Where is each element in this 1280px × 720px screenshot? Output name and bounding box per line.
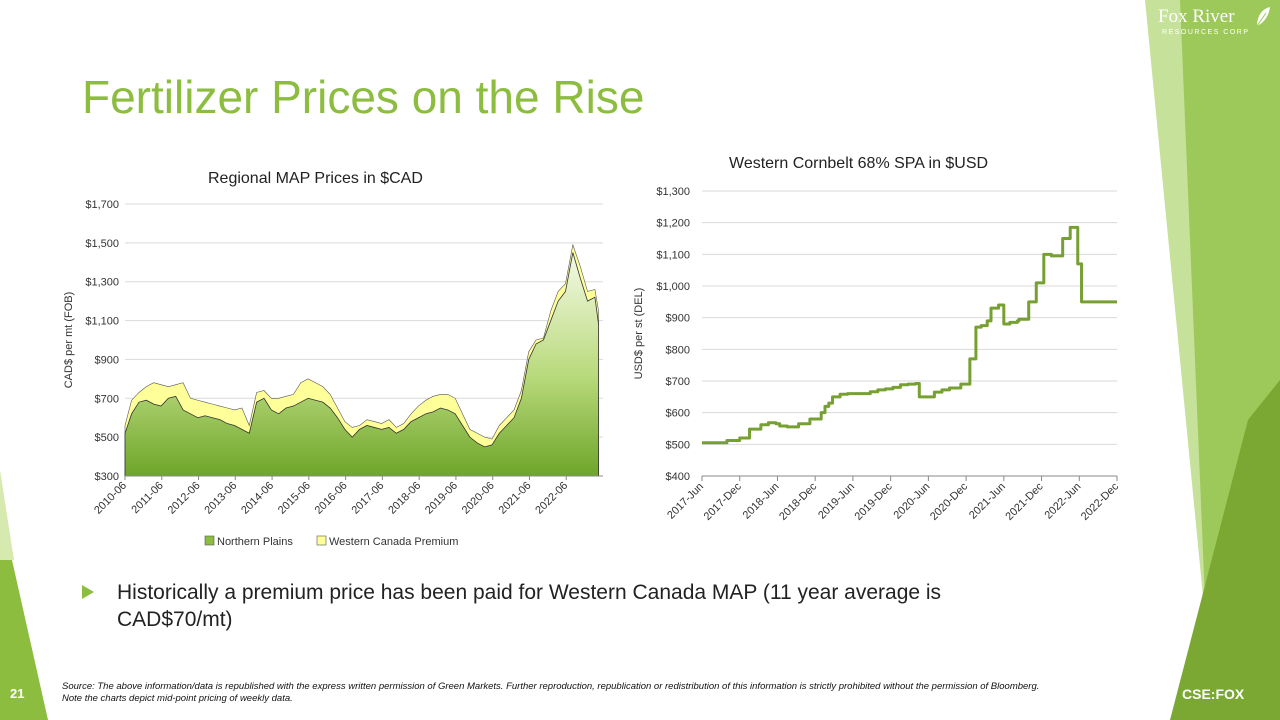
y-tick-label: $1,300 [85,277,119,289]
y-tick-label: $1,100 [656,249,690,261]
x-tick-label: 2011-06 [129,480,165,516]
x-tick-label: 2018-Dec [777,480,820,523]
y-tick-label: $1,500 [85,238,119,250]
x-tick-label: 2013-06 [202,480,239,517]
legend-swatch-western-canada [316,535,327,546]
y-tick-label: $700 [666,376,690,388]
y-tick-label: $1,000 [656,281,690,293]
chart2-title: Western Cornbelt 68% SPA in $USD [729,155,989,172]
x-tick-label: 2017-Dec [702,480,745,523]
bullet-arrow-icon [82,585,94,599]
x-tick-label: 2018-06 [386,480,423,517]
series-line-spa [702,225,1117,445]
x-tick-label: 2019-Jun [816,481,857,522]
x-tick-label: 2022-Jun [1042,481,1083,522]
x-tick-label: 2010-06 [92,480,129,517]
legend-label-northern-plains: Northern Plains [217,536,293,548]
y-tick-label: $600 [666,408,690,420]
bullet-text: Historically a premium price has been pa… [117,581,942,631]
x-tick-label: 2022-06 [533,480,570,517]
legend-swatch-northern-plains [204,535,215,546]
source-footnote: Source: The above information/data is re… [62,681,1040,704]
decor-panel-mid [1180,0,1280,720]
area-western-canada-premium [124,243,599,477]
y-tick-label: $700 [95,393,119,405]
x-tick-label: 2020-06 [460,480,497,517]
x-tick-label: 2018-Jun [741,481,782,522]
y-tick-label: $1,200 [656,218,690,230]
x-tick-label: 2019-06 [423,480,460,517]
decor-panel-dark [1170,380,1280,720]
x-tick-label: 2015-06 [276,480,313,517]
y-axis-title: USD$ per st (DEL) [633,288,645,380]
page-number: 21 [10,686,25,701]
leaf-icon [1256,7,1270,27]
company-logo: Fox River RESOURCES CORP [1150,4,1276,40]
ticker-symbol: CSE:FOX [1182,686,1245,702]
area-northern-plains [124,252,599,477]
x-tick-label: 2021-Jun [967,481,1008,522]
x-tick-label: 2017-06 [349,480,386,517]
regional-map-chart: $300 $500 $700 $900 $1,100 $1,300 $1,500 $1,700… [63,199,603,548]
chart1-title: Regional MAP Prices in $CAD [208,170,423,187]
y-axis-title: CAD$ per mt (FOB) [63,292,75,389]
y-tick-label: $1,700 [85,199,119,211]
y-tick-label: $900 [666,313,690,325]
cornbelt-spa-chart: $400 $500 $600 $700 $800 $900 $1,000 $1,100 $1,2… [633,186,1122,523]
decor-panel-light [1145,0,1280,720]
x-tick-label: 2020-Jun [892,481,933,522]
y-tick-label: $400 [666,471,690,483]
logo-subtitle: RESOURCES CORP [1162,29,1250,36]
y-tick-label: $1,100 [85,316,119,328]
logo-name: Fox River [1158,6,1235,27]
slide-title: Fertilizer Prices on the Rise [82,71,645,123]
x-tick-label: 2012-06 [166,480,203,517]
x-tick-label: 2021-06 [497,480,534,517]
x-tick-label: 2020-Dec [928,480,971,523]
x-tick-label: 2017-Jun [665,481,706,522]
y-tick-label: $500 [666,439,690,451]
x-tick-label: 2019-Dec [853,480,896,523]
x-tick-label: 2022-Dec [1079,480,1122,523]
decor-left-strip-light [0,470,14,560]
y-tick-label: $300 [95,471,119,483]
y-tick-label: $800 [666,344,690,356]
y-tick-label: $900 [95,354,119,366]
legend-label-western-canada: Western Canada Premium [329,536,458,548]
x-tick-label: 2014-06 [239,480,276,517]
y-tick-label: $1,300 [656,186,690,198]
x-tick-label: 2016-06 [313,480,350,517]
y-tick-label: $500 [95,432,119,444]
x-tick-label: 2021-Dec [1003,480,1046,523]
